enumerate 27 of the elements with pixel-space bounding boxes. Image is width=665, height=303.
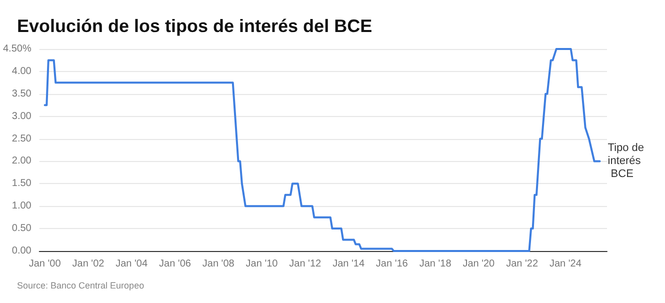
x-tick-label: Jan '24 (549, 258, 582, 270)
y-tick-label: 4.50% (2, 44, 32, 54)
y-tick-label: 3.00 (12, 110, 32, 122)
y-tick-label: 4.00 (12, 66, 32, 77)
y-tick-label: 0.00 (12, 246, 32, 256)
x-tick-label: Jan '18 (419, 258, 452, 270)
source-note: Source: Banco Central Europeo (17, 280, 144, 290)
x-tick-label: Jan '16 (376, 258, 408, 270)
line-series (44, 48, 601, 252)
y-tick-label: 3.50 (12, 88, 32, 100)
x-tick-label: Jan '02 (72, 258, 105, 270)
x-tick-label: Jan '14 (332, 258, 365, 270)
y-tick-label: 1.50 (12, 178, 32, 190)
y-tick-label: 1.00 (12, 200, 32, 212)
x-tick-label: Jan '20 (462, 258, 496, 270)
y-tick-label: 2.00 (12, 156, 32, 167)
x-tick-label: Jan '04 (116, 258, 148, 270)
x-tick-label: Jan '10 (246, 258, 278, 270)
y-tick-label: 0.50 (12, 223, 32, 234)
x-tick-label: Jan '22 (506, 258, 538, 270)
series-label: Tipo de interés BCE (608, 142, 648, 180)
x-tick-label: Jan '00 (28, 258, 62, 270)
x-tick-label: Jan '08 (202, 258, 235, 270)
x-tick-label: Jan '12 (289, 258, 322, 270)
x-tick-label: Jan '06 (159, 258, 192, 270)
chart-title: Evolución de los tipos de interés del BCE (17, 16, 372, 36)
y-tick-label: 2.50 (12, 133, 32, 144)
